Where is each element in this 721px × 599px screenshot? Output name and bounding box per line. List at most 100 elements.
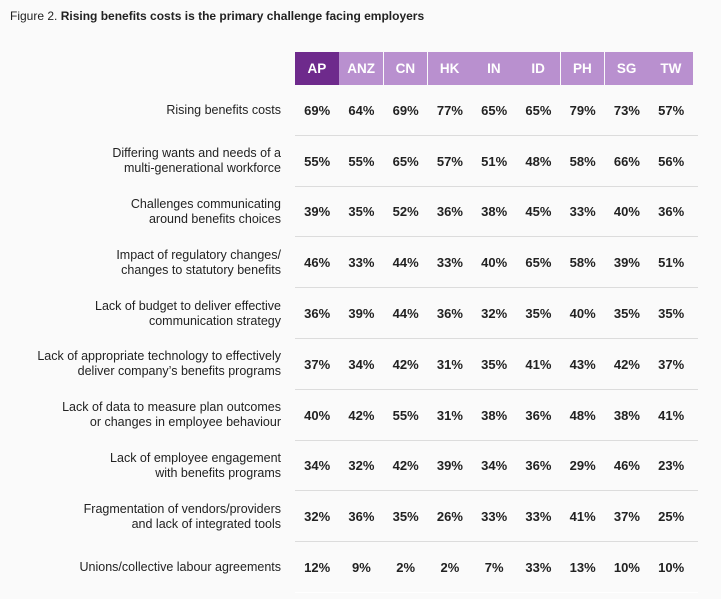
column-header-tw: TW — [649, 52, 693, 85]
value-cell-id: 36% — [525, 458, 552, 474]
value-cell-ph: 29% — [569, 458, 596, 474]
value-cell-hk: 2% — [440, 560, 460, 576]
row-divider — [295, 591, 698, 593]
value-cell-anz: 34% — [348, 356, 375, 372]
row-divider — [295, 337, 698, 339]
value-cell-tw: 56% — [658, 153, 685, 169]
row-divider — [295, 236, 698, 238]
row-label-line: Lack of data to measure plan outcomes — [62, 400, 281, 415]
value-cell-hk: 39% — [436, 458, 463, 474]
value-cell-ph: 41% — [569, 509, 596, 525]
value-cell-ph: 58% — [569, 153, 596, 169]
value-cell-ap: 46% — [304, 255, 331, 271]
value-cell-anz: 39% — [348, 306, 375, 322]
value-cell-in: 7% — [484, 560, 504, 576]
value-cell-id: 45% — [525, 204, 552, 220]
value-cell-ap: 40% — [304, 407, 331, 423]
row-label-line: with benefits programs — [155, 465, 281, 480]
value-cell-sg: 66% — [613, 153, 640, 169]
value-cell-in: 51% — [481, 153, 508, 169]
value-cell-ph: 33% — [569, 204, 596, 220]
table-row: Lack of employee engagement with benefits… — [0, 441, 721, 492]
row-values: 46% 33% 44% 33% 40% 65% 58% 39% 51% — [295, 237, 693, 288]
row-label: Impact of regulatory changes/changes to … — [0, 237, 281, 288]
table-row: Fragmentation of vendors/providers and la… — [0, 491, 721, 543]
value-cell-cn: 44% — [392, 255, 419, 271]
value-cell-hk: 36% — [436, 204, 463, 220]
value-cell-id: 35% — [525, 306, 552, 322]
value-cell-sg: 38% — [613, 407, 640, 423]
value-cell-sg: 42% — [613, 356, 640, 372]
row-label-line: Lack of employee engagement — [110, 450, 281, 465]
row-label-line: communication strategy — [148, 313, 281, 328]
value-cell-anz: 32% — [348, 458, 375, 474]
row-values: 39% 35% 52% 36% 38% 45% 33% 40% 36% — [295, 187, 693, 238]
value-cell-anz: 9% — [351, 560, 371, 576]
value-cell-sg: 10% — [613, 560, 640, 576]
row-label-line: and lack of integrated tools — [131, 516, 281, 531]
value-cell-ph: 79% — [569, 102, 596, 118]
value-cell-anz: 33% — [348, 255, 375, 271]
value-cell-cn: 69% — [392, 102, 419, 118]
row-label: Unions/collective labour agreements — [0, 542, 282, 593]
value-cell-tw: 36% — [658, 204, 685, 220]
row-label: Lack of employee engagement with benefits… — [0, 441, 281, 492]
value-cell-sg: 46% — [613, 458, 640, 474]
value-cell-ap: 32% — [304, 509, 331, 525]
row-label-line: Rising benefits costs — [166, 102, 281, 117]
value-cell-id: 65% — [525, 102, 552, 118]
table-row: Challenges communicating around benefits … — [0, 187, 721, 238]
value-cell-hk: 36% — [436, 306, 463, 322]
value-cell-in: 40% — [481, 255, 508, 271]
row-values: 12% 9% 2% 2% 7% 33% 13% 10% 10% — [295, 542, 693, 593]
value-cell-sg: 35% — [613, 306, 640, 322]
value-cell-in: 34% — [481, 458, 508, 474]
value-cell-ph: 13% — [569, 560, 596, 576]
value-cell-hk: 33% — [436, 255, 463, 271]
value-cell-tw: 10% — [658, 560, 685, 576]
row-label: Differing wants and needs of a multi-gene… — [0, 136, 281, 187]
value-cell-id: 33% — [525, 509, 552, 525]
value-cell-hk: 31% — [436, 407, 463, 423]
table-row: Lack of budget to deliver effective commu… — [0, 288, 721, 339]
value-cell-tw: 25% — [658, 509, 685, 525]
value-cell-in: 38% — [481, 204, 508, 220]
figure-heading: Rising benefits costs is the primary cha… — [60, 9, 425, 23]
value-cell-ph: 43% — [569, 356, 596, 372]
value-cell-sg: 40% — [613, 204, 640, 220]
row-values: 32% 36% 35% 26% 33% 33% 41% 37% 25% — [295, 491, 693, 542]
row-label-line: changes to statutory benefits — [121, 262, 281, 277]
value-cell-ap: 55% — [304, 153, 331, 169]
table-row: Lack of data to measure plan outcomes or … — [0, 390, 721, 441]
column-header-ph: PH — [560, 52, 605, 85]
row-label-line: Unions/collective labour agreements — [79, 560, 282, 575]
table-row: Unions/collective labour agreements 12% 9%… — [0, 542, 721, 593]
row-label: Lack of data to measure plan outcomes or … — [0, 390, 281, 441]
value-cell-id: 41% — [525, 356, 552, 372]
value-cell-anz: 42% — [348, 407, 375, 423]
value-cell-cn: 52% — [392, 204, 419, 220]
column-header-anz: ANZ — [339, 52, 383, 85]
value-cell-tw: 35% — [658, 306, 685, 322]
row-label-line: or changes in employee behaviour — [89, 415, 281, 430]
value-cell-tw: 51% — [658, 255, 685, 271]
value-cell-id: 33% — [525, 560, 552, 576]
value-cell-ap: 12% — [304, 560, 331, 576]
value-cell-tw: 23% — [658, 458, 685, 474]
row-values: 69% 64% 69% 77% 65% 65% 79% 73% 57% — [295, 85, 693, 136]
value-cell-ap: 39% — [304, 204, 331, 220]
value-cell-tw: 37% — [658, 356, 685, 372]
figure-number: Figure 2. — [10, 9, 61, 23]
table-row: Lack of appropriate technology to effect… — [0, 339, 721, 390]
value-cell-ap: 37% — [304, 356, 331, 372]
row-label: Lack of budget to deliver effective commu… — [0, 288, 281, 339]
row-values: 40% 42% 55% 31% 38% 36% 48% 38% 41% — [295, 390, 693, 441]
value-cell-cn: 42% — [392, 356, 419, 372]
value-cell-tw: 41% — [658, 407, 685, 423]
row-divider — [295, 185, 698, 187]
row-label-line: around benefits choices — [148, 211, 281, 226]
row-values: 36% 39% 44% 36% 32% 35% 40% 35% 35% — [295, 288, 693, 339]
value-cell-id: 48% — [525, 153, 552, 169]
value-cell-in: 32% — [481, 306, 508, 322]
row-divider — [295, 134, 698, 136]
